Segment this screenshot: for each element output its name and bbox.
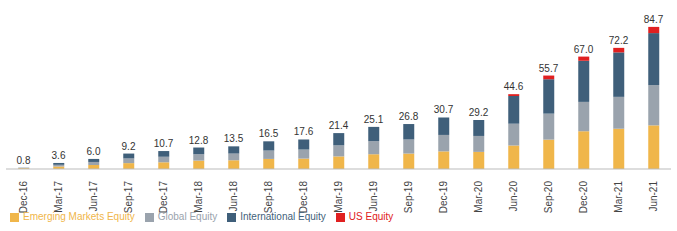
- html-text:Global Equity: Global Equity: [157, 211, 218, 222]
- svg-text:16.5: 16.5: [259, 128, 279, 139]
- html-text:US Equity: US Equity: [348, 211, 394, 222]
- svg-text:26.8: 26.8: [399, 111, 419, 122]
- svg-text:Mar-17: Mar-17: [53, 181, 64, 213]
- svg-text:Dec-18: Dec-18: [298, 181, 309, 214]
- svg-text:Sep-17: Sep-17: [123, 181, 134, 214]
- svg-text:Mar-21: Mar-21: [613, 181, 624, 213]
- svg-text:17.6: 17.6: [294, 126, 314, 137]
- svg-text:25.1: 25.1: [364, 114, 384, 125]
- svg-text:84.7: 84.7: [644, 14, 664, 25]
- svg-text:Jun-19: Jun-19: [368, 181, 379, 212]
- svg-text:13.5: 13.5: [224, 133, 244, 144]
- svg-text:9.2: 9.2: [122, 141, 136, 152]
- svg-text:3.6: 3.6: [52, 150, 66, 161]
- html-text:Emerging Markets Equity: Emerging Markets Equity: [23, 211, 135, 222]
- svg-text:Jun-20: Jun-20: [508, 181, 519, 212]
- svg-text:30.7: 30.7: [434, 104, 454, 115]
- html-text:International Equity: International Equity: [240, 211, 326, 222]
- svg-text:Sep-18: Sep-18: [263, 181, 274, 214]
- svg-text:29.2: 29.2: [469, 107, 489, 118]
- svg-text:72.2: 72.2: [609, 35, 629, 46]
- svg-text:12.8: 12.8: [189, 135, 209, 146]
- svg-text:Sep-20: Sep-20: [543, 181, 554, 214]
- svg-text:0.8: 0.8: [17, 155, 31, 166]
- svg-text:Mar-19: Mar-19: [333, 181, 344, 213]
- svg-text:Dec-20: Dec-20: [578, 181, 589, 214]
- svg-text:67.0: 67.0: [574, 44, 594, 55]
- svg-text:Mar-18: Mar-18: [193, 181, 204, 213]
- svg-text:Jun-21: Jun-21: [648, 181, 659, 212]
- svg-text:Jun-17: Jun-17: [88, 181, 99, 212]
- svg-text:Sep-19: Sep-19: [403, 181, 414, 214]
- svg-text:Mar-20: Mar-20: [473, 181, 484, 213]
- svg-text:6.0: 6.0: [87, 146, 101, 157]
- svg-text:44.6: 44.6: [504, 81, 524, 92]
- svg-text:Dec-19: Dec-19: [438, 181, 449, 214]
- svg-text:21.4: 21.4: [329, 120, 349, 131]
- svg-text:Jun-18: Jun-18: [228, 181, 239, 212]
- svg-text:55.7: 55.7: [539, 63, 559, 74]
- svg-text:Dec-17: Dec-17: [158, 181, 169, 214]
- svg-text:10.7: 10.7: [154, 138, 174, 149]
- svg-text:Dec-16: Dec-16: [18, 181, 29, 214]
